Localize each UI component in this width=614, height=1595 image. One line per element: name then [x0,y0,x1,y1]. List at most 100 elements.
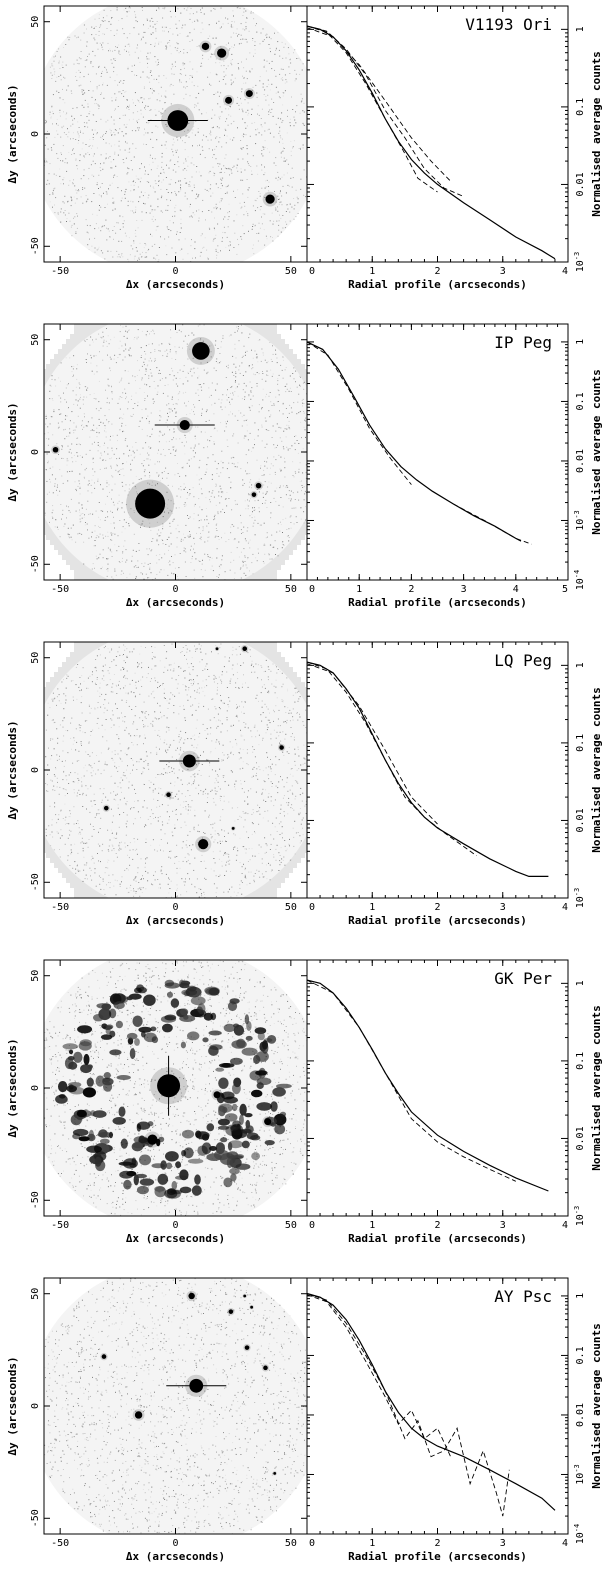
star-source [103,805,109,811]
profile-x-tick-label: 1 [369,266,375,277]
field-of-view [44,642,307,898]
profile-y-tick-group: 0.01 [575,808,586,832]
profile-target-line [306,25,556,260]
profile-comparison-line [306,341,412,485]
profile-y-tick-group: 1 [575,339,586,345]
profile-x-tick-label: 4 [562,266,568,277]
profile-x-tick-label: 0 [309,266,315,277]
profile-y-tick-group: 0.1 [575,734,586,752]
profile-y-tick-label: 10-4 [573,570,586,590]
star-source [188,1292,195,1300]
star-source [225,96,233,104]
star-source [242,646,248,652]
panel-4: -50 0 50 50 0 -50 Δx (arcseconds) Δy (arcsecond… [6,959,603,1245]
y-tick-label: 50 [30,1288,41,1300]
x-tick-label: 50 [285,1538,297,1549]
profile-frame [306,1277,569,1535]
profile-xlabel: Radial profile (arcseconds) [348,278,527,291]
profile-y-tick-group: 10-3 [573,510,586,530]
image-ylabel: Δy (arcseconds) [6,720,19,819]
profile-y-tick-group: 0.01 [575,1126,586,1150]
sky-image [44,324,307,580]
profile-y-tick-group: 10-3 [573,1206,586,1226]
star-source [52,446,59,453]
profile-ylabel: Normalised average counts [590,51,603,217]
profile-y-tick-group: 10-3 [573,252,586,272]
profile-comparison-line [306,663,438,825]
profile-x-tick-label: 0 [309,584,315,595]
image-corners [44,324,307,580]
star-name: AY Psc [494,1287,552,1306]
star-source [273,1471,277,1475]
star-source [251,492,257,497]
profile-x-tick-label: 2 [434,1220,440,1231]
y-tick-label: 0 [30,131,41,137]
noise-texture [45,642,307,898]
profile-comparison-line [306,25,464,197]
image-corners [44,960,307,1216]
profile-x-tick-label: 0 [309,1220,315,1231]
profile-xlabel: Radial profile (arcseconds) [348,1550,527,1563]
profile-y-tick-group: 10-3 [573,888,586,908]
star-source [192,342,210,360]
star-name: LQ Peg [494,651,552,670]
profile-y-tick-label: 0.01 [575,449,586,473]
x-tick-label: -50 [51,902,69,913]
profile-y-tick-group: 10-4 [573,1524,586,1544]
image-xlabel: Δx (arcseconds) [126,1550,225,1563]
star-name: IP Peg [494,333,552,352]
profile-target-line [306,979,549,1192]
profile-frame [306,5,569,263]
sky-image [44,1278,307,1534]
y-tick-label: 0 [30,1085,41,1091]
x-tick-label: 0 [172,902,178,913]
profile-y-tick-label: 0.1 [575,98,586,116]
y-tick-label: 0 [30,767,41,773]
image-xlabel: Δx (arcseconds) [126,1232,225,1245]
x-tick-label: 0 [172,1220,178,1231]
profile-y-tick-group: 0.01 [575,449,586,473]
y-tick-label: -50 [30,237,41,255]
star-source [279,745,284,750]
profile-x-tick-label: 0 [309,902,315,913]
y-tick-label: -50 [30,555,41,573]
star-source [215,647,219,651]
profile-x-tick-label: 3 [500,266,506,277]
star-source [147,1134,158,1145]
panel-3: -50 0 50 50 0 -50 Δx (arcseconds) Δy (arcsecond… [6,641,603,927]
y-tick-label: 0 [30,449,41,455]
profile-y-tick-group: 0.01 [575,1403,586,1427]
profile-y-tick-group: 10-4 [573,570,586,590]
profile-target-line [306,661,549,877]
profile-comparison-line [306,1293,510,1517]
profile-xlabel: Radial profile (arcseconds) [348,596,527,609]
profile-y-tick-label: 0.01 [575,1403,586,1427]
field-of-view [44,1278,307,1534]
nebula-shell [55,979,292,1199]
profile-x-tick-label: 3 [500,902,506,913]
star-source [255,482,262,489]
image-ylabel: Δy (arcseconds) [6,1356,19,1455]
star-source [244,1345,250,1350]
y-tick-label: 0 [30,1403,41,1409]
profile-x-tick-label: 3 [500,1220,506,1231]
profile-frame [306,323,569,581]
star-source [250,1305,254,1309]
profile-ylabel: Normalised average counts [590,1005,603,1171]
profile-x-tick-label: 4 [562,902,568,913]
image-xlabel: Δx (arcseconds) [126,278,225,291]
y-tick-label: 50 [30,334,41,346]
profile-y-tick-group: 1 [575,1293,586,1299]
star-source [135,488,166,519]
profile-x-tick-label: 5 [562,584,568,595]
panel-5: -50 0 50 50 0 -50 Δx (arcseconds) Δy (arcsecond… [6,1277,603,1563]
x-tick-label: 50 [285,1220,297,1231]
profile-y-tick-group: 0.1 [575,1346,586,1364]
x-tick-label: -50 [51,1538,69,1549]
profile-y-tick-group: 1 [575,26,586,32]
x-tick-label: 0 [172,266,178,277]
star-source [217,48,227,58]
x-tick-label: 50 [285,266,297,277]
profile-target-line [306,1292,556,1511]
